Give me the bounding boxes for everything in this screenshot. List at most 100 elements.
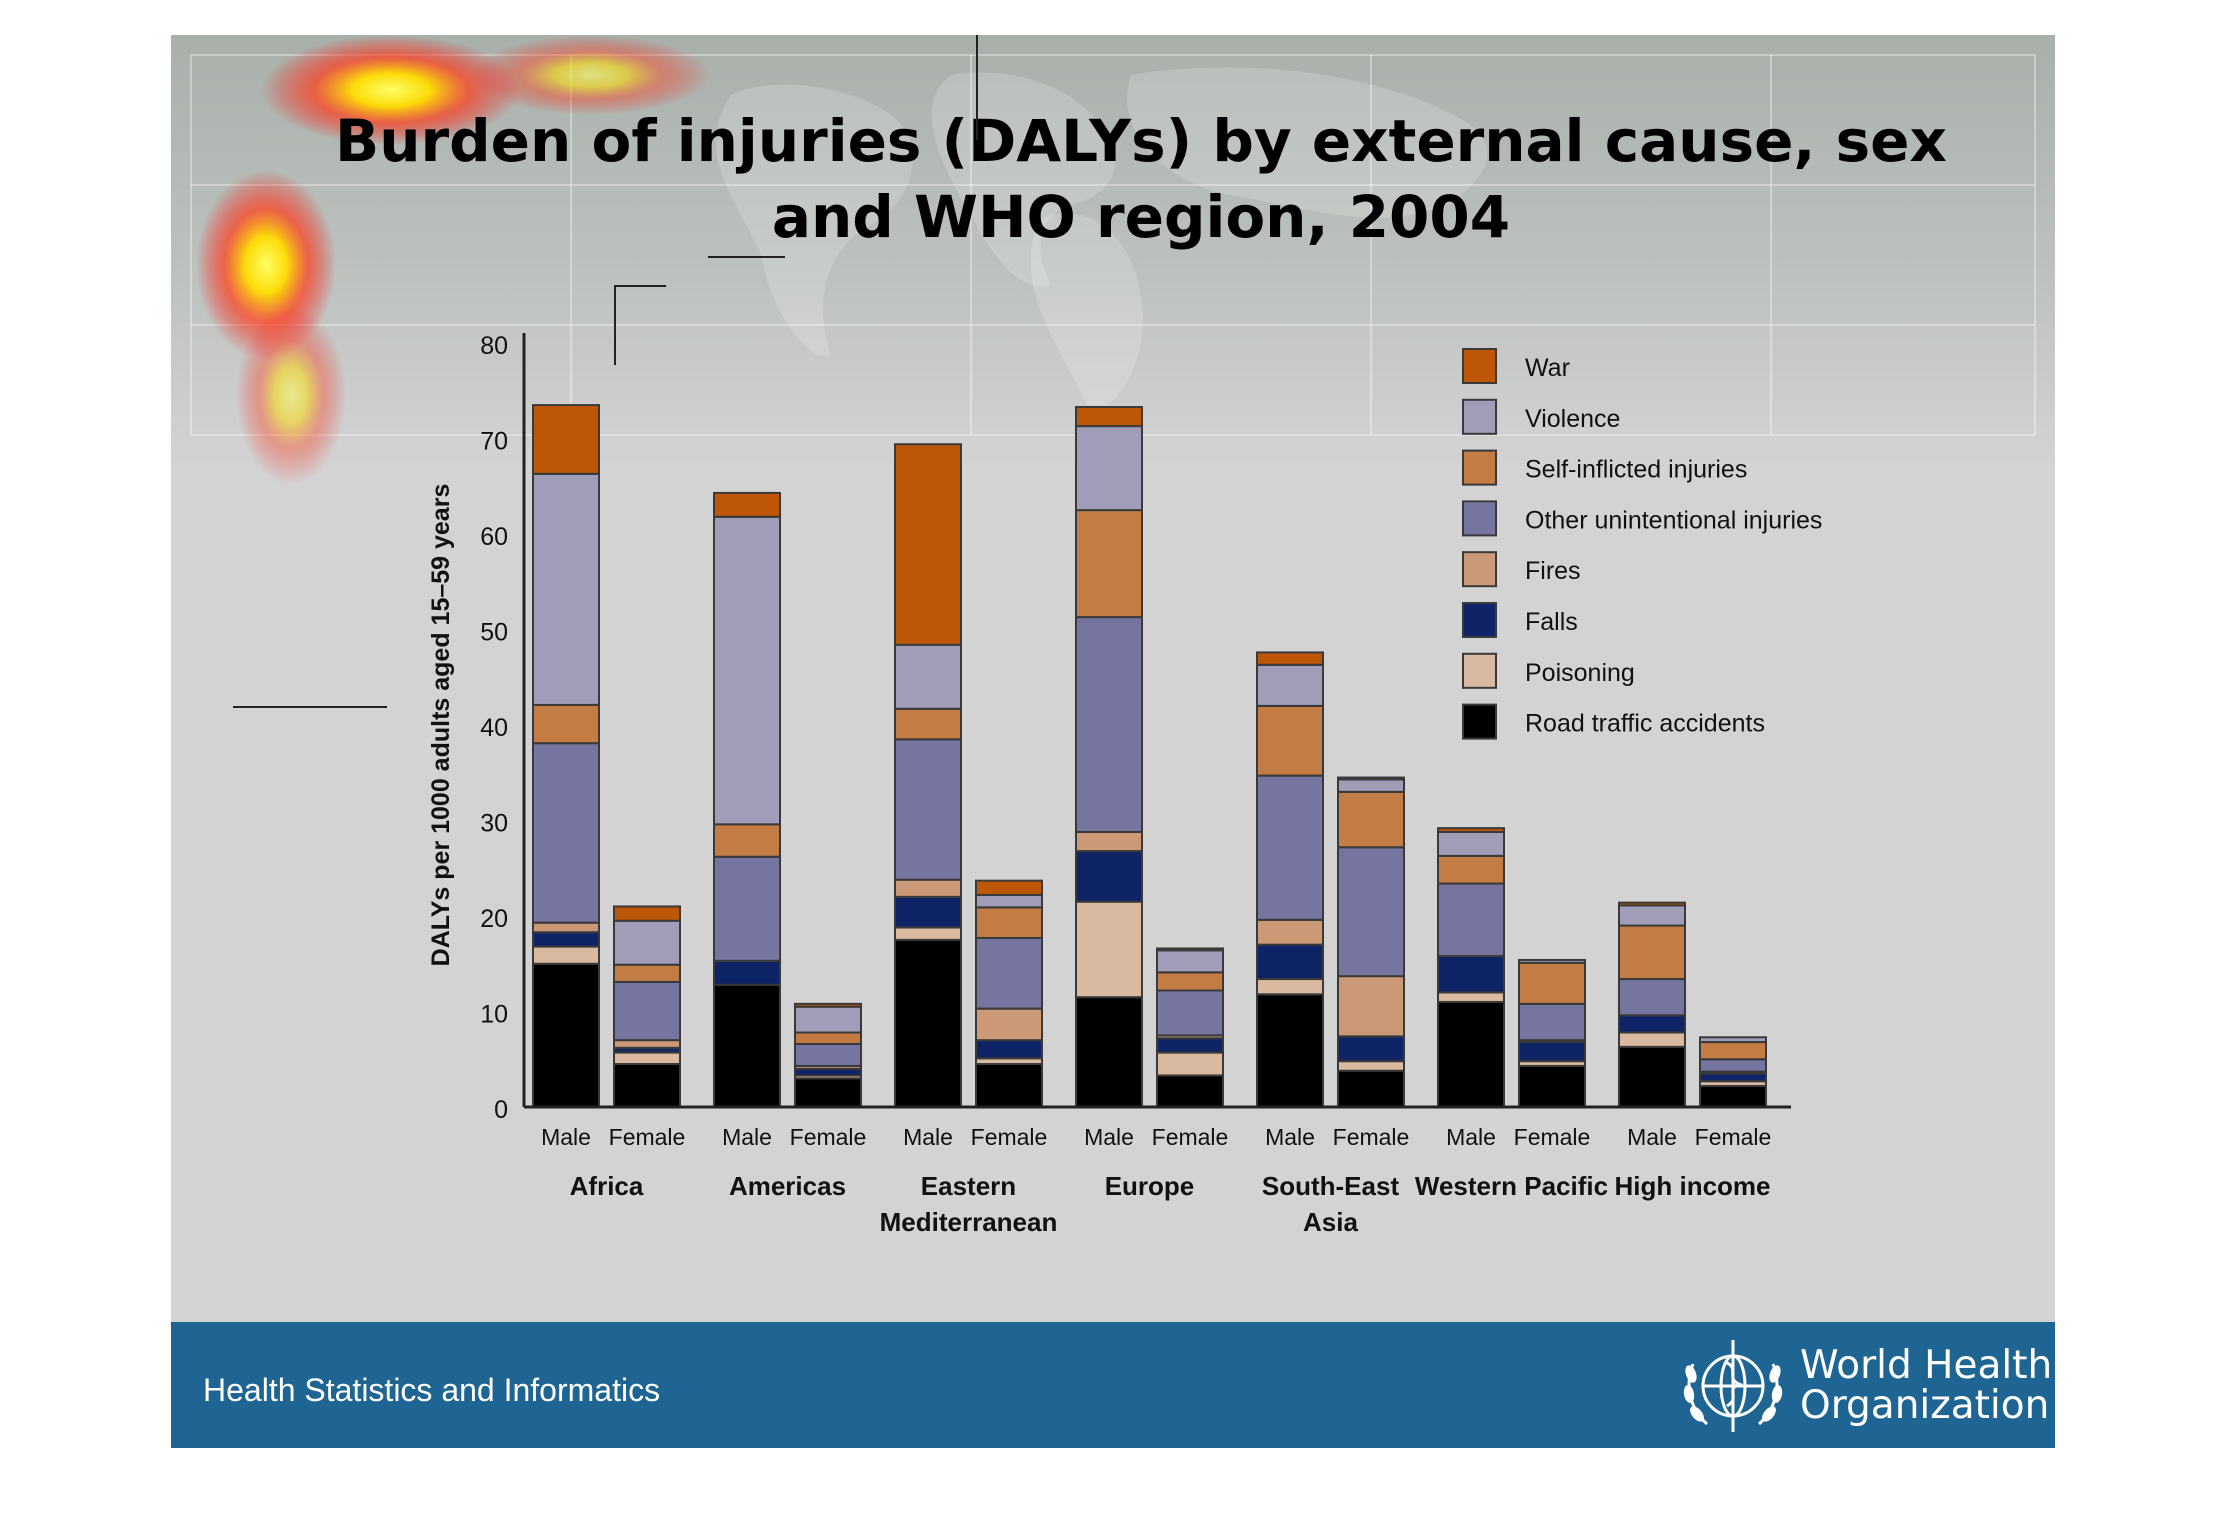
bar-segment [975, 879, 1043, 896]
who-emblem-icon [1683, 1340, 1783, 1432]
bar-segment [1518, 958, 1586, 964]
bar-segment [975, 936, 1043, 1010]
bar-segment [1256, 993, 1324, 1108]
bar-segment [1518, 1041, 1586, 1063]
region-label: Mediterranean [880, 1207, 1058, 1237]
bar-segment [1618, 978, 1686, 1017]
bar-segment [1156, 1051, 1224, 1077]
bar-segment [1256, 704, 1324, 777]
bar-segment [1156, 989, 1224, 1037]
bar-segment [1437, 1000, 1505, 1109]
bar-segment [1156, 1074, 1224, 1108]
bar-segment [1075, 405, 1143, 428]
bar-segment [532, 472, 600, 706]
chart-title: Burden of injuries (DALYs) by external c… [291, 103, 1991, 255]
bar-segment [1156, 949, 1224, 974]
bar-segment [613, 1051, 681, 1066]
legend-label: Self-inflicted injuries [1525, 456, 1747, 484]
bar-segment [894, 707, 962, 741]
bar-segment [894, 938, 962, 1108]
bar-segment [1699, 1058, 1767, 1073]
bar-segment [975, 1007, 1043, 1042]
bar-segment [1699, 1041, 1767, 1061]
bar-segment [613, 963, 681, 983]
bar-segment [613, 919, 681, 966]
bar-segment [1075, 425, 1143, 512]
bar-segment [1437, 955, 1505, 994]
bar-segment [1075, 616, 1143, 833]
bar-segment [532, 945, 600, 965]
bar-segment [1618, 1045, 1686, 1109]
legend-label: Fires [1525, 557, 1581, 585]
bar-segment [713, 959, 781, 986]
bar-segment [794, 1002, 862, 1008]
bar-segment [1437, 830, 1505, 857]
legend-label: Other unintentional injuries [1525, 506, 1822, 534]
legend-label: Road traffic accidents [1525, 710, 1765, 738]
sex-label: Female [1333, 1124, 1410, 1150]
legend-swatch [1462, 551, 1497, 588]
bar-segment [1618, 904, 1686, 927]
bar-segment [975, 1039, 1043, 1060]
bar-segment [894, 738, 962, 881]
sex-label: Male [722, 1124, 772, 1150]
bar-segment [532, 921, 600, 934]
bar-segment [1437, 991, 1505, 1003]
bar-segment [532, 703, 600, 745]
legend-swatch [1462, 398, 1497, 435]
region-label: Eastern [921, 1171, 1016, 1201]
bar-segment [1618, 1014, 1686, 1034]
footer-label: Health Statistics and Informatics [203, 1372, 661, 1408]
y-tick-label: 40 [480, 714, 508, 742]
heatmap-overlay [196, 35, 711, 485]
bar-segment [1337, 1069, 1405, 1108]
sex-label: Male [1265, 1124, 1315, 1150]
bar-segment [713, 491, 781, 518]
bar-segment [1156, 947, 1224, 952]
bar-segment [1337, 975, 1405, 1038]
region-label: Western Pacific [1415, 1171, 1608, 1201]
sex-label: Male [1627, 1124, 1677, 1150]
y-tick-label: 30 [480, 810, 508, 838]
bar-segment [1437, 882, 1505, 958]
bar-segment [532, 404, 600, 475]
bar-segment [894, 443, 962, 646]
bar-segment [1518, 1002, 1586, 1042]
bar-segment [975, 1063, 1043, 1109]
stacked-bar-chart: 0 10 20 30 40 50 60 70 80 DALYs per 1000 adults a… [427, 332, 1822, 1237]
bar-segment [1075, 830, 1143, 853]
organization-name-line-1: World Health [1800, 1343, 2053, 1388]
annotation-line [233, 706, 387, 708]
bar-segment [1075, 850, 1143, 903]
sex-label: Female [971, 1124, 1048, 1150]
annotation-line [614, 285, 616, 365]
bar-segment [975, 893, 1043, 909]
organization-name: World Health Organization [1800, 1346, 2052, 1426]
annotation-line [614, 285, 666, 287]
bar-segment [1699, 1036, 1767, 1044]
bar-segment [613, 980, 681, 1042]
sex-label: Female [1695, 1124, 1772, 1150]
sex-label: Female [1152, 1124, 1229, 1150]
y-tick-label: 80 [480, 332, 508, 360]
title-line-2: and WHO region, 2004 [771, 183, 1511, 251]
slide: Burden of injuries (DALYs) by external c… [171, 35, 2055, 1448]
bar-segment [894, 926, 962, 941]
bar-segment [1256, 918, 1324, 946]
title-line-1: Burden of injuries (DALYs) by external c… [335, 107, 1947, 175]
bar-segment [794, 1067, 862, 1077]
bar-segment [1256, 774, 1324, 921]
bar-segment [532, 962, 600, 1108]
bar-segment [1618, 1031, 1686, 1048]
bar-segment [1699, 1084, 1767, 1108]
legend-swatch [1462, 652, 1497, 689]
region-label: Americas [729, 1171, 846, 1201]
bar-segment [532, 742, 600, 924]
sex-label: Female [1514, 1124, 1591, 1150]
legend-label: Violence [1525, 405, 1620, 433]
bar-segment [894, 878, 962, 898]
y-tick-label: 10 [480, 1001, 508, 1029]
bar-segment [1337, 1035, 1405, 1063]
legend-swatch [1462, 500, 1497, 537]
bar-segment [1437, 854, 1505, 885]
